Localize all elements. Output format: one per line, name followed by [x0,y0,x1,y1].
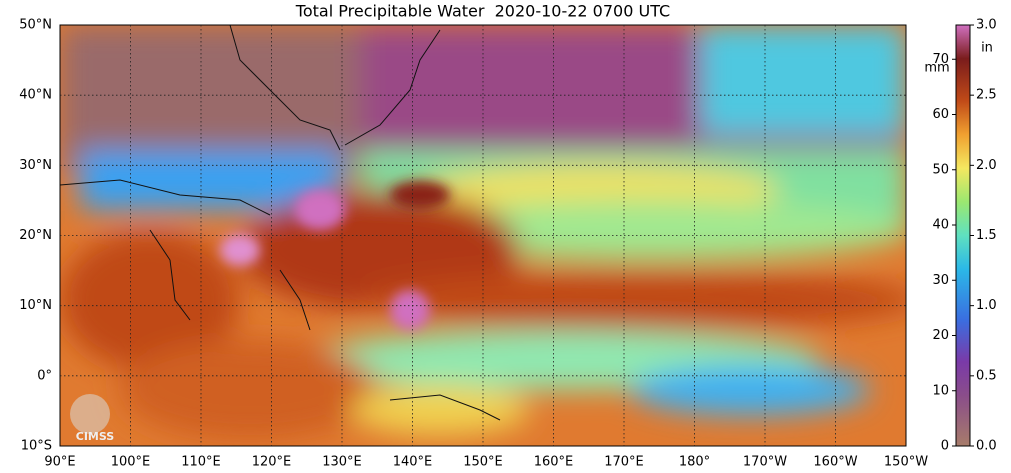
in-tick-label: 0.0 [976,439,997,454]
logo-text: CIMSS [76,430,115,443]
colorbar [955,24,971,447]
mm-tick-label: 20 [932,328,949,343]
lat-label: 40°N [19,88,52,103]
lon-label: 180° [679,455,710,470]
colorbar-ticks: 0 10 20 30 40 50 60 70 0.0 0.5 1.0 1.5 2.0 2.5 3.0 [932,18,996,454]
lat-label: 30°N [19,158,52,173]
lon-label: 130°E [322,455,362,470]
title: Total Precipitable Water 2020-10-22 0700… [295,2,670,21]
unit-in: in [981,41,993,56]
lat-label: 10°N [19,298,52,313]
mm-tick-label: 10 [932,383,949,398]
axis-labels: 90°E 100°E 110°E 120°E 130°E 140°E 150°E 160°E 1… [19,18,928,470]
mm-tick-label: 40 [932,218,949,233]
lon-label: 100°E [111,455,151,470]
unit-mm: mm [924,61,949,76]
lon-label: 170°W [743,455,787,470]
lon-label: 160°E [534,455,574,470]
lon-label: 150°E [463,455,503,470]
lon-label: 120°E [252,455,292,470]
in-tick-label: 2.5 [976,88,997,103]
mm-tick-label: 70 [932,52,949,67]
lon-label: 160°W [813,455,857,470]
lon-label: 110°E [181,455,221,470]
mm-tick-label: 30 [932,273,949,288]
lat-label: 20°N [19,228,52,243]
lat-label: 10°S [21,439,52,454]
in-tick-label: 1.0 [976,298,997,313]
in-tick-label: 3.0 [976,18,997,33]
in-tick-label: 1.5 [976,228,997,243]
lat-label: 0° [37,368,52,383]
mm-tick-label: 60 [932,107,949,122]
in-tick-label: 2.0 [976,158,997,173]
in-tick-label: 0.5 [976,368,997,383]
lon-label: 140°E [393,455,433,470]
mm-tick-label: 50 [932,162,949,177]
lon-label: 170°E [604,455,644,470]
lat-label: 50°N [19,18,52,33]
graticule [60,25,906,446]
logo: CIMSS [70,394,114,443]
lon-label: 90°E [44,455,75,470]
mm-tick-label: 0 [941,439,949,454]
lon-label: 150°W [884,455,928,470]
